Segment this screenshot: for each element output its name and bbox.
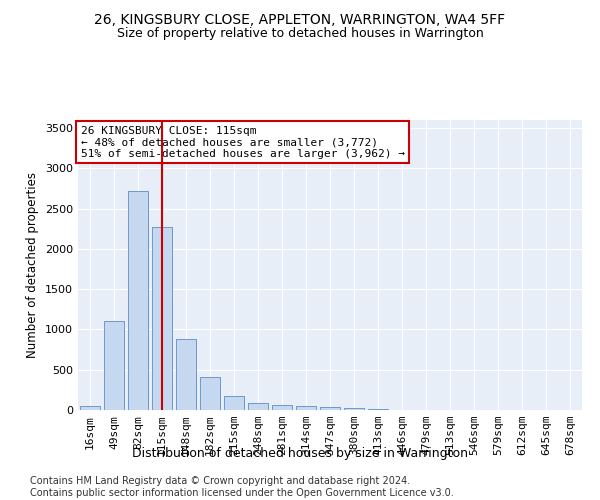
- Bar: [80, 406, 100, 410]
- Bar: [272, 405, 292, 410]
- Y-axis label: Number of detached properties: Number of detached properties: [26, 172, 40, 358]
- Bar: [344, 408, 364, 410]
- Text: Distribution of detached houses by size in Warrington: Distribution of detached houses by size …: [132, 448, 468, 460]
- Text: 26 KINGSBURY CLOSE: 115sqm
← 48% of detached houses are smaller (3,772)
51% of s: 26 KINGSBURY CLOSE: 115sqm ← 48% of deta…: [80, 126, 404, 159]
- Bar: [104, 322, 124, 410]
- Bar: [368, 409, 388, 410]
- Bar: [296, 406, 316, 410]
- Bar: [200, 376, 220, 410]
- Text: Contains HM Land Registry data © Crown copyright and database right 2024.
Contai: Contains HM Land Registry data © Crown c…: [30, 476, 454, 498]
- Bar: [248, 403, 268, 410]
- Bar: [152, 227, 172, 410]
- Bar: [176, 339, 196, 410]
- Bar: [224, 396, 244, 410]
- Text: Size of property relative to detached houses in Warrington: Size of property relative to detached ho…: [116, 28, 484, 40]
- Text: 26, KINGSBURY CLOSE, APPLETON, WARRINGTON, WA4 5FF: 26, KINGSBURY CLOSE, APPLETON, WARRINGTO…: [94, 12, 506, 26]
- Bar: [320, 407, 340, 410]
- Bar: [128, 191, 148, 410]
